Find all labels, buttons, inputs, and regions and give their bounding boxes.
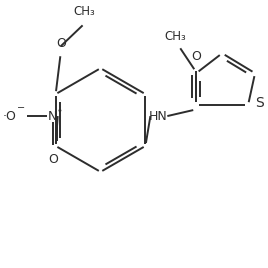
Text: •: • — [57, 106, 63, 116]
Text: HN: HN — [149, 110, 168, 122]
Text: O: O — [48, 153, 58, 166]
Text: −: − — [17, 103, 25, 113]
Text: N: N — [48, 110, 57, 122]
Text: O: O — [191, 50, 201, 63]
Text: CH₃: CH₃ — [165, 30, 186, 43]
Text: ·O: ·O — [3, 110, 17, 122]
Text: S: S — [255, 96, 264, 110]
Text: O: O — [57, 37, 67, 50]
Text: CH₃: CH₃ — [74, 5, 95, 18]
